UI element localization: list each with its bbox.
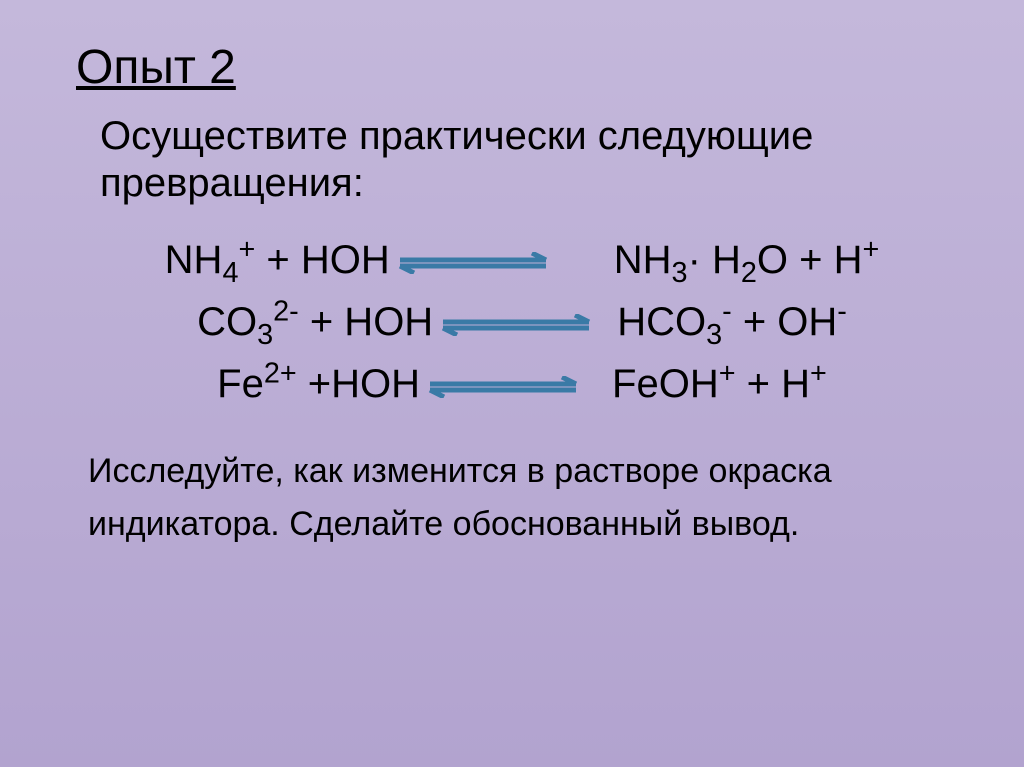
- slide: Опыт 2 Осуществите практически следующие…: [0, 0, 1024, 767]
- equilibrium-arrow-icon: [441, 314, 591, 336]
- equation-line: CO32- + HOH HCO3- + OH-: [80, 291, 964, 353]
- equation-rhs: FeOH+ + H+: [612, 362, 827, 406]
- equation-lhs: Fe2+ +HOH: [217, 362, 420, 406]
- outro-line-2: индикатора. Сделайте обоснованный вывод.: [88, 505, 799, 543]
- outro-text: Исследуйте, как изменится в растворе окр…: [88, 445, 964, 550]
- intro-text: Осуществите практически следующие превра…: [100, 113, 964, 207]
- equation-line: NH4+ + HOH NH3· H2O + H+: [80, 229, 964, 291]
- equations-block: NH4+ + HOH NH3· H2O + H+ CO32- + HOH HCO3- …: [80, 229, 964, 415]
- equation-rhs: NH3· H2O + H+: [614, 238, 880, 282]
- equation-lhs: NH4+ + HOH: [165, 238, 390, 282]
- equilibrium-arrow-icon: [398, 252, 548, 274]
- equation-line: Fe2+ +HOH FeOH+ + H+: [80, 353, 964, 415]
- equilibrium-arrow-icon: [428, 376, 578, 398]
- equation-lhs: CO32- + HOH: [197, 300, 433, 344]
- equation-rhs: HCO3- + OH-: [617, 300, 847, 344]
- experiment-title: Опыт 2: [76, 40, 964, 95]
- intro-line-1: Осуществите практически следующие: [100, 114, 813, 158]
- outro-line-1: Исследуйте, как изменится в растворе окр…: [88, 452, 832, 490]
- intro-line-2: превращения:: [100, 161, 364, 205]
